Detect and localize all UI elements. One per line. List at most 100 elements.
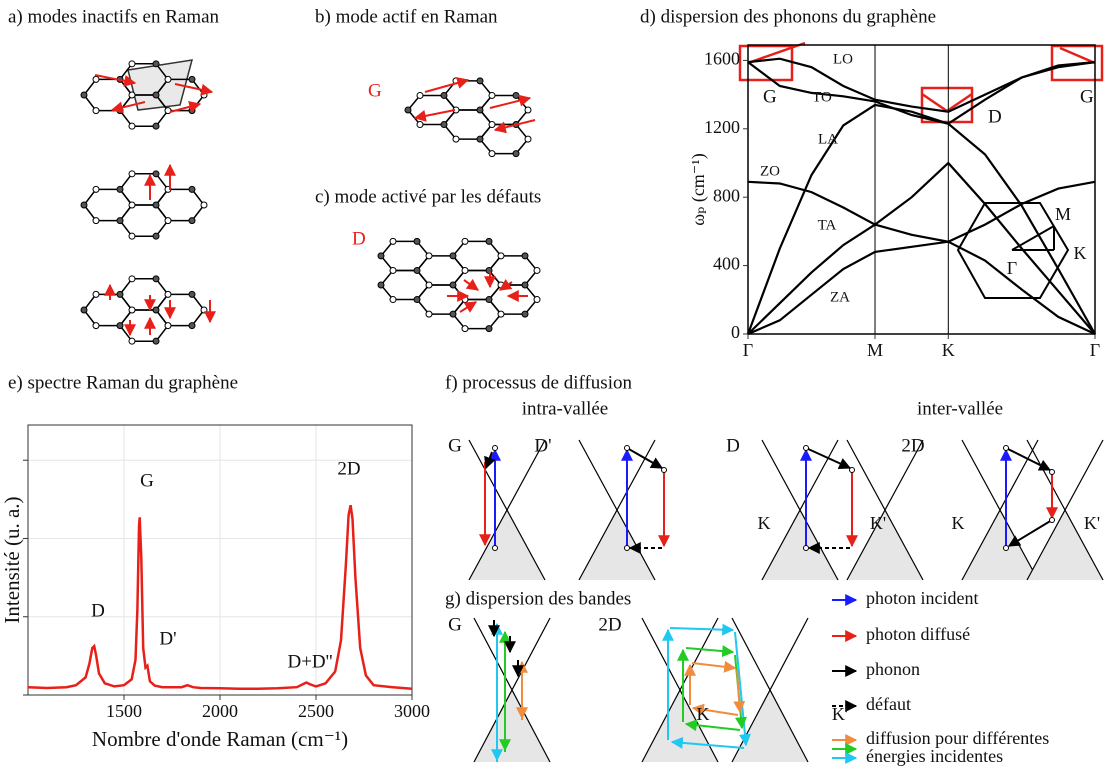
atom [188, 107, 196, 115]
arrow [1005, 447, 1052, 471]
atom [449, 310, 457, 318]
atom [92, 185, 100, 193]
band [1026, 439, 1104, 581]
diagram-label: 2D [598, 614, 621, 635]
annotation: G [763, 86, 777, 107]
panel-title: b) mode actif en Raman [315, 6, 498, 27]
atom [116, 217, 124, 225]
diagram-label: K [952, 513, 965, 533]
atom [452, 135, 460, 143]
hexagon [488, 284, 538, 315]
state [624, 545, 630, 551]
arrow [493, 119, 536, 134]
panel-title: a) modes inactifs en Raman [8, 6, 220, 27]
y-tick-label: 400 [713, 254, 740, 274]
peak-label: D' [159, 628, 176, 649]
hexagon [119, 173, 169, 206]
atom [476, 135, 484, 143]
arrow [489, 94, 532, 109]
arrow [669, 623, 735, 636]
atom [80, 306, 88, 314]
peak-label: G [140, 470, 154, 491]
state [661, 467, 667, 473]
atom [128, 201, 136, 209]
panel-title: f) processus de diffusion [445, 372, 632, 393]
atom [440, 91, 448, 99]
arrow [734, 631, 751, 747]
atom [389, 237, 397, 245]
state [849, 467, 855, 473]
inset-label: M [1055, 204, 1071, 224]
atom [116, 185, 124, 193]
atom [128, 232, 136, 240]
atom [152, 275, 160, 283]
atom [476, 77, 484, 85]
atom [92, 217, 100, 225]
atom [425, 252, 433, 260]
hexagon [155, 293, 205, 327]
atom [92, 107, 100, 115]
data-line [747, 180, 1096, 243]
atom [116, 290, 124, 298]
band [846, 439, 924, 581]
atom [116, 322, 124, 330]
atom [377, 281, 385, 289]
atom [416, 121, 424, 129]
atom [476, 106, 484, 114]
atom [188, 290, 196, 298]
atom [461, 266, 469, 274]
data-line [27, 504, 413, 690]
diagram-label: K [697, 704, 710, 724]
atom [413, 296, 421, 304]
atom [521, 310, 529, 318]
state [1003, 545, 1009, 551]
inset-label: K [1074, 243, 1087, 263]
legend-label: photon diffusé [866, 624, 970, 644]
atom [533, 296, 541, 304]
atom [512, 150, 520, 158]
arrow [691, 660, 737, 673]
atom [497, 252, 505, 260]
state [1049, 469, 1055, 475]
band [473, 617, 551, 763]
x-tick-label: Γ [743, 340, 753, 360]
branch-label: LA [818, 131, 838, 147]
x-tick-label: Γ [1090, 340, 1100, 360]
plot-frame [747, 44, 1096, 335]
atom [413, 237, 421, 245]
atom [461, 237, 469, 245]
diagram-label: G [448, 435, 462, 456]
mode-label: D [352, 228, 366, 249]
valence-cone [962, 510, 1038, 580]
hexagon [479, 123, 529, 155]
atom [377, 252, 385, 260]
atom [92, 290, 100, 298]
y-tick-label: 1600 [704, 49, 740, 69]
arrow [459, 301, 478, 313]
brillouin-zone [956, 202, 1070, 299]
atom [152, 306, 160, 314]
y-axis-label: ωₚ (cm⁻¹) [688, 153, 709, 225]
hexagon [119, 204, 169, 237]
atom [524, 106, 532, 114]
state [803, 445, 809, 451]
data-line [747, 240, 1096, 336]
arrow [169, 100, 202, 113]
atom [488, 91, 496, 99]
arrow [174, 83, 214, 96]
valence-cone [474, 690, 550, 762]
state [492, 445, 498, 451]
peak-label: 2D [337, 458, 360, 479]
atom [425, 310, 433, 318]
data-line [746, 103, 1096, 335]
arrow [691, 703, 739, 716]
arrow [670, 736, 745, 749]
valence-cone [762, 510, 838, 580]
atom [521, 281, 529, 289]
atom [152, 201, 160, 209]
atom [389, 266, 397, 274]
atom [524, 135, 532, 143]
arrow [110, 101, 146, 114]
band [961, 439, 1039, 581]
